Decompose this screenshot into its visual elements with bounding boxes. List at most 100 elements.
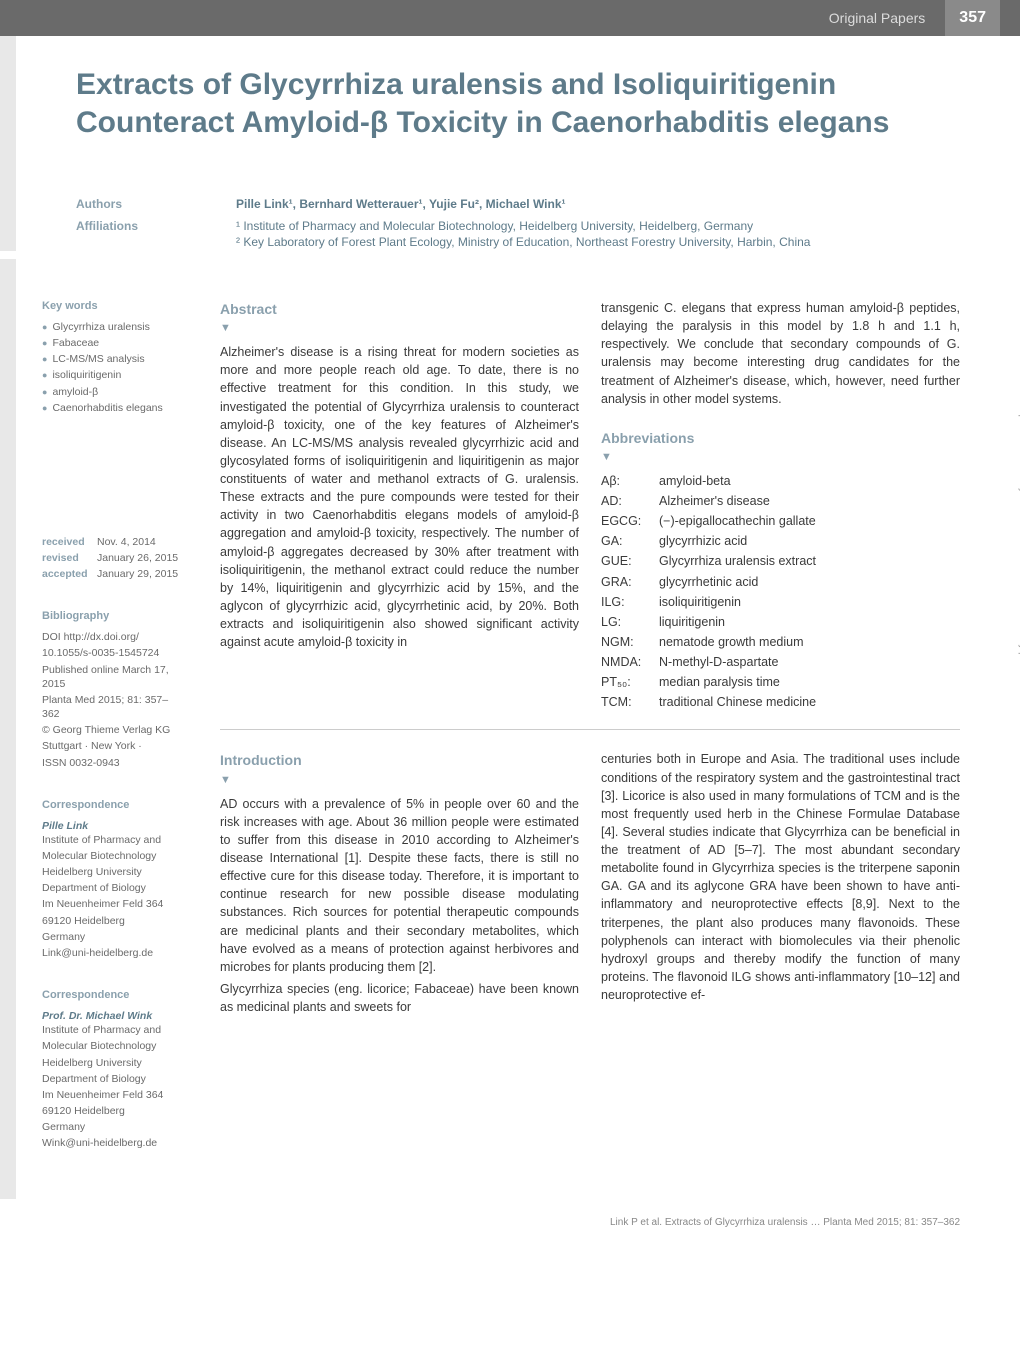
corr-line: Department of Biology [42, 881, 180, 895]
abbreviations-heading: Abbreviations [601, 428, 960, 448]
corr-line: Heidelberg University [42, 865, 180, 879]
corr-line: Wink@uni-heidelberg.de [42, 1136, 180, 1150]
abstract-text-continued: transgenic C. elegans that express human… [601, 299, 960, 408]
abbrev-val: median paralysis time [659, 673, 960, 691]
received-label: received [42, 535, 97, 549]
column-right: transgenic C. elegans that express human… [601, 299, 960, 711]
corr-line: Department of Biology [42, 1072, 180, 1086]
abbrev-val: glycyrrhetinic acid [659, 573, 960, 591]
biblio-line: © Georg Thieme Verlag KG [42, 723, 180, 737]
authors-list: Pille Link¹, Bernhard Wetterauer¹, Yujie… [236, 197, 960, 211]
biblio-line: Stuttgart · New York · [42, 739, 180, 753]
abbrev-key: NMDA: [601, 653, 659, 671]
biblio-line: 10.1055/s-0035-1545724 [42, 646, 180, 660]
abstract-text: Alzheimer's disease is a rising threat f… [220, 343, 579, 651]
affiliations-label: Affiliations [76, 219, 236, 251]
correspondent-name: Pille Link [42, 819, 180, 833]
keyword: Glycyrrhiza uralensis [52, 320, 149, 334]
abbrev-key: LG: [601, 613, 659, 631]
abbrev-key: GUE: [601, 552, 659, 570]
keyword: amyloid-β [52, 385, 98, 399]
intro-text-b: Glycyrrhiza species (eng. licorice; Faba… [220, 980, 579, 1016]
corr-line: Germany [42, 1120, 180, 1134]
corr-line: Germany [42, 930, 180, 944]
introduction-heading: Introduction [220, 750, 579, 770]
header-category: Original Papers [829, 10, 926, 26]
corr-line: Heidelberg University [42, 1056, 180, 1070]
intro-column-right: centuries both in Europe and Asia. The t… [601, 750, 960, 1016]
biblio-line: Planta Med 2015; 81: 357–362 [42, 693, 180, 721]
bullet-icon: ● [42, 386, 47, 398]
abstract-heading: Abstract [220, 299, 579, 319]
sidebar: Key words ● Glycyrrhiza uralensis ● Fabace… [0, 259, 196, 1199]
abbrev-key: TCM: [601, 693, 659, 711]
corr-line: Institute of Pharmacy and [42, 1023, 180, 1037]
triangle-icon: ▼ [220, 321, 579, 337]
title-area: Extracts of Glycyrrhiza uralensis and Is… [0, 36, 1020, 177]
corr-line: 69120 Heidelberg [42, 914, 180, 928]
keyword: LC-MS/MS analysis [52, 352, 144, 366]
dates-grid: received Nov. 4, 2014 revised January 26… [42, 535, 180, 582]
bullet-icon: ● [42, 402, 47, 414]
affiliation-item: ² Key Laboratory of Forest Plant Ecology… [236, 235, 960, 249]
bullet-icon: ● [42, 353, 47, 365]
abbrev-val: Glycyrrhiza uralensis extract [659, 552, 960, 570]
bullet-icon: ● [42, 337, 47, 349]
revised-label: revised [42, 551, 97, 565]
abbrev-key: NGM: [601, 633, 659, 651]
accepted-label: accepted [42, 567, 97, 581]
article-body: Abstract ▼ Alzheimer's disease is a risi… [196, 259, 1020, 1199]
keywords-heading: Key words [42, 299, 180, 314]
footer-citation: Link P et al. Extracts of Glycyrrhiza ur… [0, 1199, 1020, 1238]
abbrev-key: ILG: [601, 593, 659, 611]
triangle-icon: ▼ [220, 773, 579, 789]
corr-line: Molecular Biotechnology [42, 849, 180, 863]
bibliography-heading: Bibliography [42, 609, 180, 624]
correspondence-heading: Correspondence [42, 798, 180, 813]
correspondent-name: Prof. Dr. Michael Wink [42, 1009, 180, 1023]
page-number: 357 [945, 0, 1000, 36]
correspondence-heading: Correspondence [42, 988, 180, 1003]
accepted-value: January 29, 2015 [97, 567, 180, 581]
corr-line: Institute of Pharmacy and [42, 833, 180, 847]
revised-value: January 26, 2015 [97, 551, 180, 565]
abbrev-val: amyloid-beta [659, 472, 960, 490]
triangle-icon: ▼ [601, 450, 960, 466]
abbrev-val: N-methyl-D-aspartate [659, 653, 960, 671]
corr-line: Im Neuenheimer Feld 364 [42, 897, 180, 911]
keyword: Caenorhabditis elegans [52, 401, 162, 415]
abbrev-val: traditional Chinese medicine [659, 693, 960, 711]
abbrev-val: Alzheimer's disease [659, 492, 960, 510]
bullet-icon: ● [42, 369, 47, 381]
intro-text-continued: centuries both in Europe and Asia. The t… [601, 750, 960, 1004]
abbrev-val: glycyrrhizic acid [659, 532, 960, 550]
intro-text: AD occurs with a prevalence of 5% in peo… [220, 795, 579, 976]
keyword: Fabaceae [52, 336, 99, 350]
corr-line: Im Neuenheimer Feld 364 [42, 1088, 180, 1102]
biblio-line: Published online March 17, 2015 [42, 663, 180, 691]
corr-line: Molecular Biotechnology [42, 1039, 180, 1053]
abbrev-val: nematode growth medium [659, 633, 960, 651]
intro-column-left: Introduction ▼ AD occurs with a prevalen… [220, 750, 579, 1016]
abbrev-key: GA: [601, 532, 659, 550]
corr-line: Link@uni-heidelberg.de [42, 946, 180, 960]
section-divider [220, 729, 960, 730]
abbrev-val: liquiritigenin [659, 613, 960, 631]
affiliations-list: ¹ Institute of Pharmacy and Molecular Bi… [236, 219, 960, 251]
abbreviations-table: Aβ:amyloid-beta AD:Alzheimer's disease E… [601, 472, 960, 712]
keyword: isoliquiritigenin [52, 368, 121, 382]
abbrev-key: EGCG: [601, 512, 659, 530]
abbrev-key: GRA: [601, 573, 659, 591]
abbrev-val: isoliquiritigenin [659, 593, 960, 611]
received-value: Nov. 4, 2014 [97, 535, 180, 549]
abbrev-key: AD: [601, 492, 659, 510]
article-title: Extracts of Glycyrrhiza uralensis and Is… [76, 66, 960, 141]
biblio-line: ISSN 0032-0943 [42, 756, 180, 770]
authors-label: Authors [76, 197, 236, 211]
biblio-line: DOI http://dx.doi.org/ [42, 630, 180, 644]
corr-line: 69120 Heidelberg [42, 1104, 180, 1118]
abbrev-val: (−)-epigallocathechin gallate [659, 512, 960, 530]
bullet-icon: ● [42, 321, 47, 333]
authors-block: Authors Pille Link¹, Bernhard Wetterauer… [0, 177, 1020, 251]
column-left: Abstract ▼ Alzheimer's disease is a risi… [220, 299, 579, 711]
